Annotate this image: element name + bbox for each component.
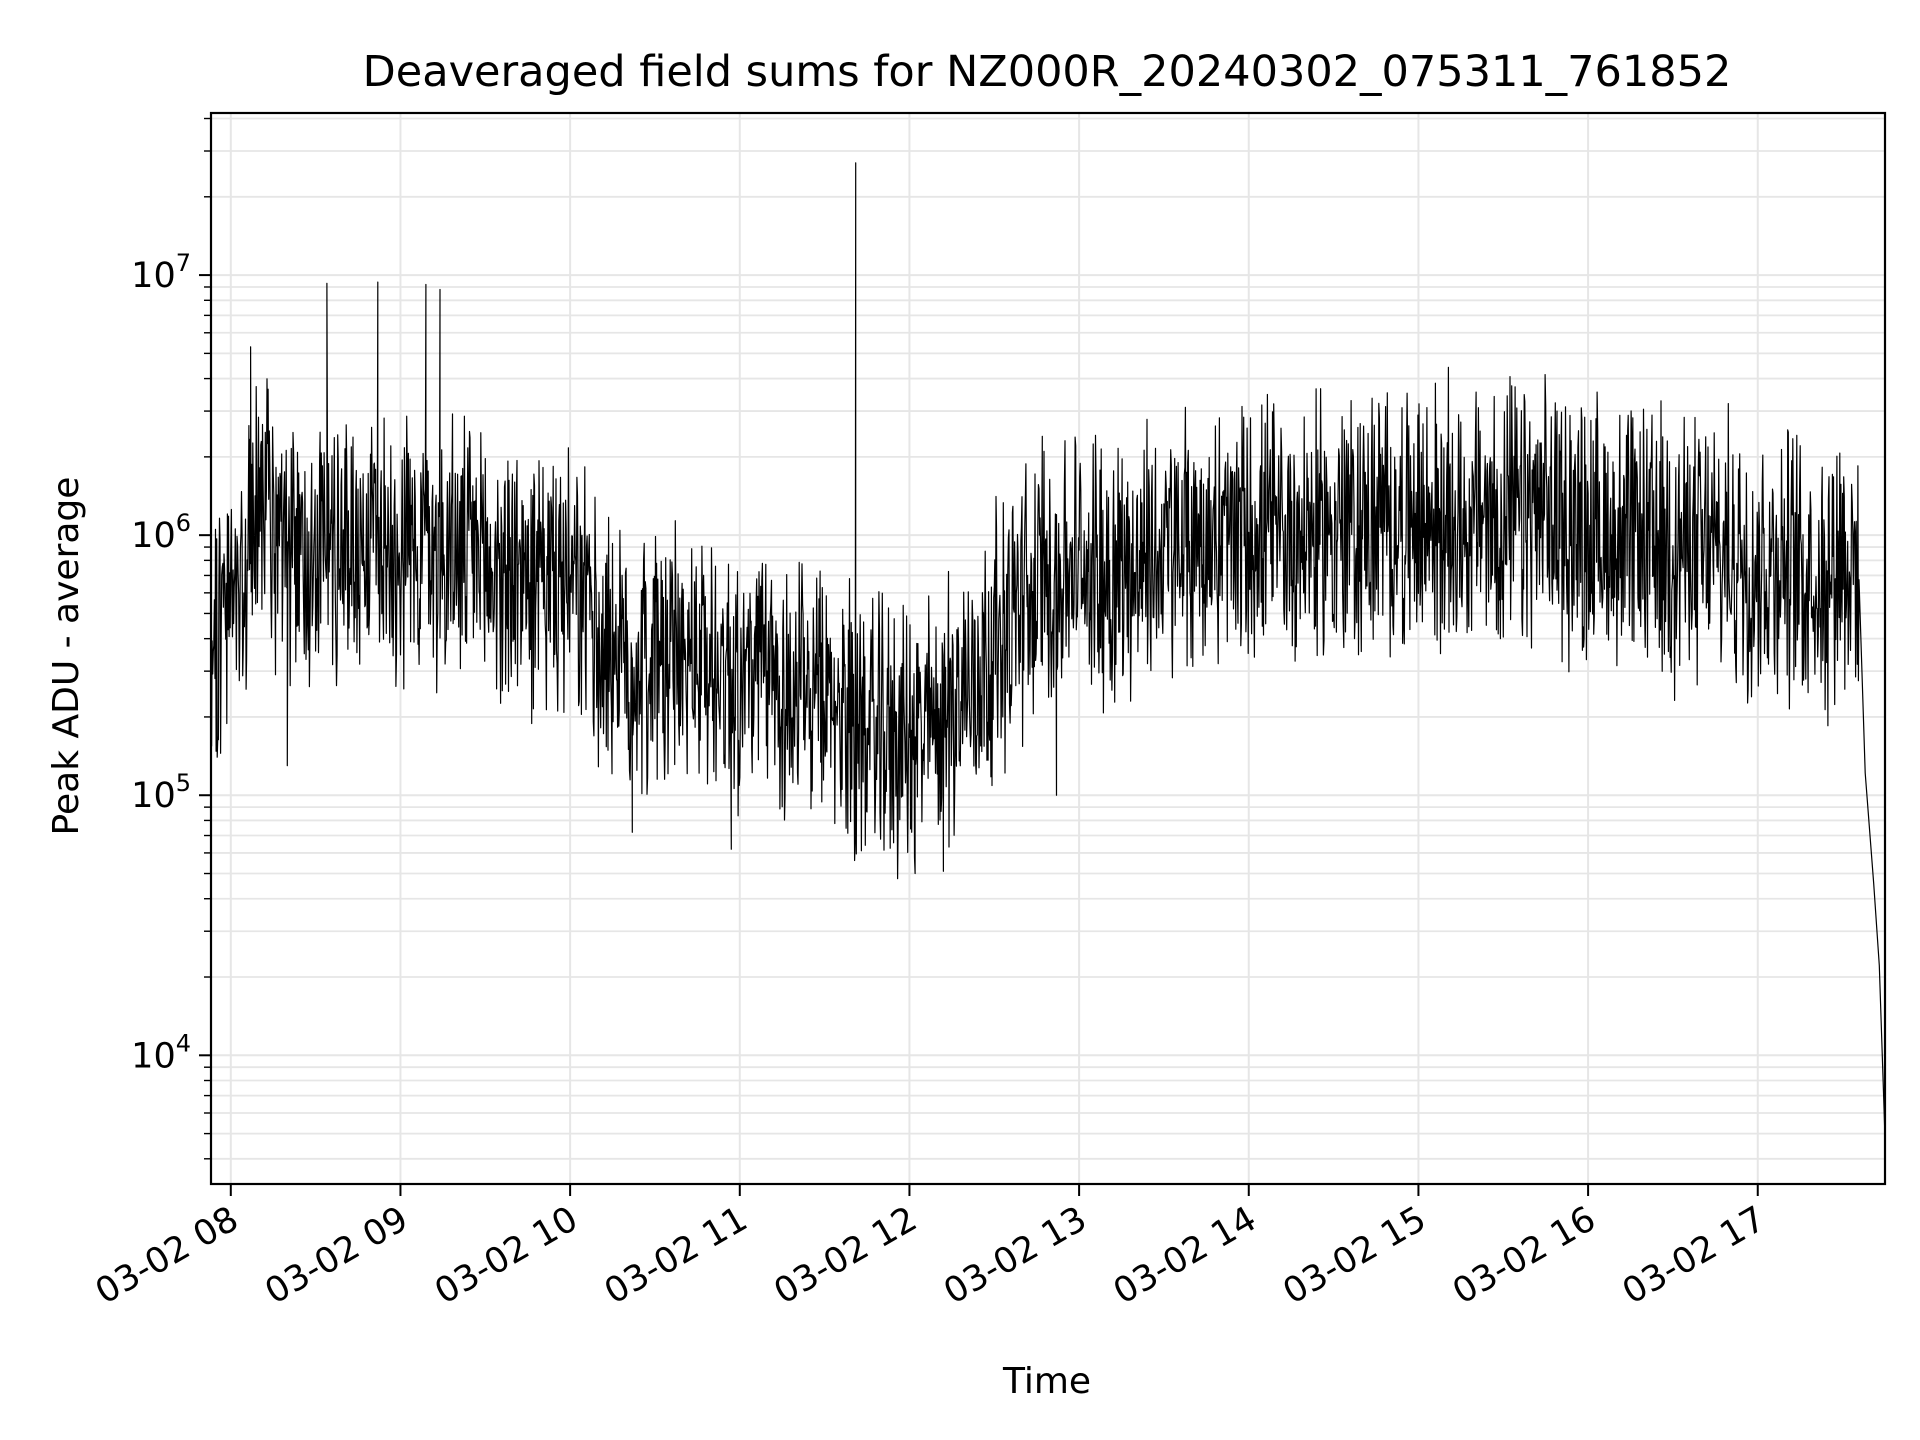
- y-tick-label: 105: [131, 769, 191, 816]
- y-tick-base: 10: [131, 776, 176, 816]
- y-tick-exponent: 6: [176, 509, 191, 537]
- series-line: [210, 162, 1886, 1139]
- y-tick-label: 107: [131, 249, 191, 296]
- plot-area: [210, 162, 1886, 1139]
- y-tick-base: 10: [131, 516, 176, 556]
- y-tick-exponent: 5: [176, 769, 191, 797]
- y-tick-exponent: 7: [176, 249, 191, 277]
- y-tick-label: 106: [131, 509, 191, 556]
- plot-frame: [209, 111, 1887, 1186]
- chart-title: Deaveraged field sums for NZ000R_2024030…: [363, 47, 1732, 97]
- y-tick-exponent: 4: [176, 1029, 191, 1057]
- y-tick-label: 104: [131, 1029, 191, 1076]
- y-tick-base: 10: [131, 256, 176, 296]
- x-axis-label: Time: [1002, 1361, 1091, 1402]
- y-tick-base: 10: [131, 1036, 176, 1076]
- y-axis-label: Peak ADU - average: [46, 477, 87, 836]
